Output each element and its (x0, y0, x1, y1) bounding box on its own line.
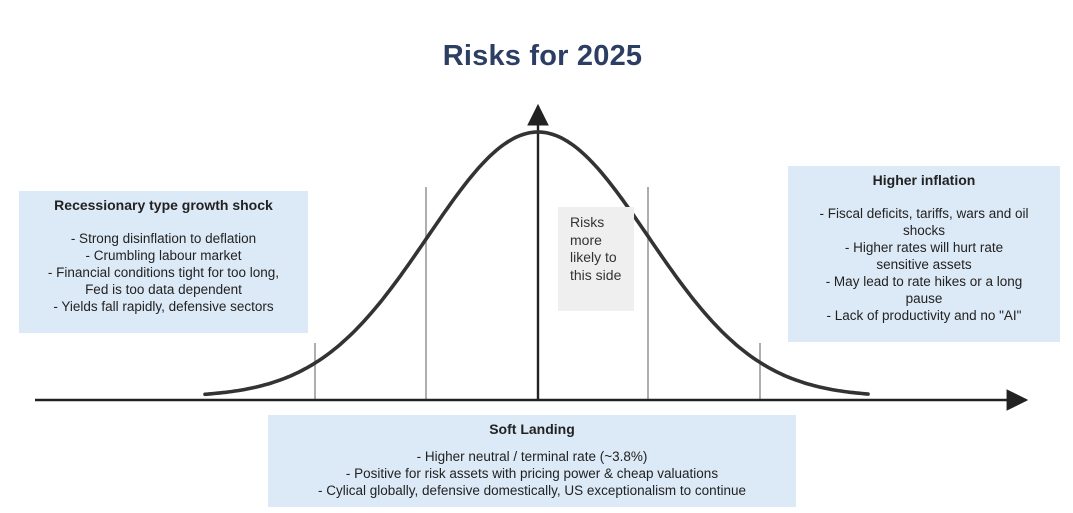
inflation-risk-item: - Lack of productivity and no "AI" (800, 307, 1048, 324)
recession-risk-item: - Strong disinflation to deflation (19, 230, 308, 247)
soft-landing-title: Soft Landing (268, 421, 796, 438)
inflation-risk-box: Higher inflation - Fiscal deficits, tari… (788, 166, 1060, 342)
recession-risk-box: Recessionary type growth shock - Strong … (19, 191, 308, 333)
recession-risk-item: - Financial conditions tight for too lon… (19, 264, 308, 298)
inflation-risk-item: - Fiscal deficits, tariffs, wars and oil… (800, 205, 1048, 239)
soft-landing-item: - Cylical globally, defensive domestical… (268, 482, 796, 499)
soft-landing-item: - Higher neutral / terminal rate (~3.8%) (268, 448, 796, 465)
inflation-risk-item: - Higher rates will hurt rate sensitive … (800, 239, 1048, 273)
inflation-risk-item: - May lead to rate hikes or a long pause (800, 273, 1048, 307)
recession-risk-item: - Crumbling labour market (19, 247, 308, 264)
recession-risk-title: Recessionary type growth shock (19, 197, 308, 214)
soft-landing-item: - Positive for risk assets with pricing … (268, 465, 796, 482)
soft-landing-box: Soft Landing - Higher neutral / terminal… (268, 415, 796, 507)
recession-risk-item: - Yields fall rapidly, defensive sectors (19, 298, 308, 315)
risk-skew-note: Risks more likely to this side (558, 207, 634, 311)
inflation-risk-title: Higher inflation (800, 172, 1048, 189)
